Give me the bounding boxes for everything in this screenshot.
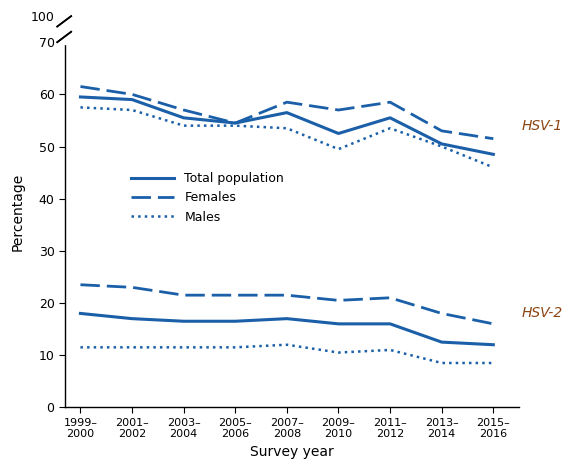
Males — [439, 144, 445, 149]
Males — [335, 146, 342, 152]
Males — [77, 104, 84, 110]
Total population — [387, 115, 394, 121]
Males — [129, 107, 135, 113]
Y-axis label: Percentage: Percentage — [11, 172, 25, 251]
Females — [490, 136, 497, 141]
Males — [232, 123, 239, 128]
Bar — [56, 15, 73, 44]
X-axis label: Survey year: Survey year — [250, 445, 334, 459]
Text: HSV-1: HSV-1 — [522, 118, 563, 133]
Females — [439, 128, 445, 133]
Total population — [77, 94, 84, 100]
Males — [387, 125, 394, 131]
Males — [180, 123, 187, 128]
Line: Males: Males — [80, 107, 493, 167]
Females — [335, 107, 342, 113]
Males — [284, 125, 290, 131]
Females — [387, 99, 394, 105]
Text: HSV-2: HSV-2 — [522, 306, 563, 321]
Females — [77, 84, 84, 89]
Females — [129, 92, 135, 97]
Total population — [284, 110, 290, 116]
Females — [180, 107, 187, 113]
Total population — [439, 141, 445, 147]
Total population — [232, 120, 239, 126]
Total population — [490, 151, 497, 157]
Line: Females: Females — [80, 86, 493, 139]
Males — [490, 164, 497, 170]
Total population — [335, 131, 342, 136]
Total population — [180, 115, 187, 121]
Total population — [129, 97, 135, 102]
Females — [284, 99, 290, 105]
Females — [232, 120, 239, 126]
Legend: Total population, Females, Males: Total population, Females, Males — [126, 167, 289, 228]
Line: Total population: Total population — [80, 97, 493, 154]
